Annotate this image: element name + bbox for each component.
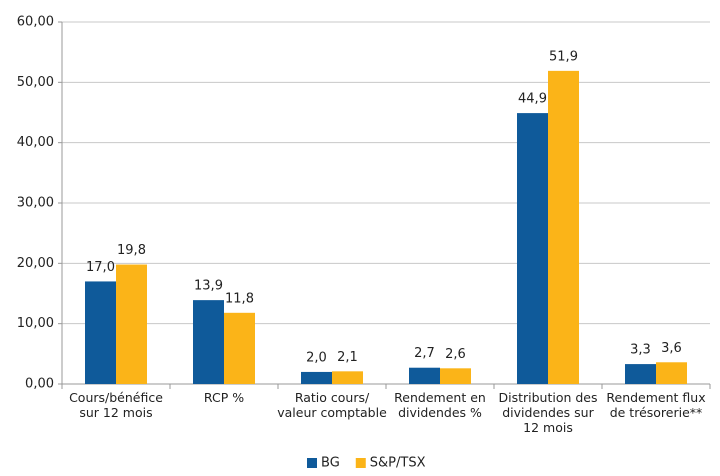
y-tick-label: 60,00 — [17, 15, 54, 30]
value-label: 3,3 — [630, 343, 651, 358]
x-tick-label-line: Distribution des — [498, 390, 597, 405]
legend-label: S&P/TSX — [370, 456, 426, 471]
bar — [625, 364, 656, 384]
x-tick-label-line: sur 12 mois — [79, 405, 152, 420]
value-label: 3,6 — [661, 341, 682, 356]
x-tick-label-line: Cours/bénéfice — [69, 390, 163, 405]
x-tick-label-line: valeur comptable — [277, 405, 387, 420]
value-label: 2,1 — [337, 350, 358, 365]
x-tick-label: Rendement en dividendes % — [394, 390, 486, 420]
value-label: 13,9 — [194, 279, 223, 294]
bar — [517, 113, 548, 384]
y-tick-label: 30,00 — [17, 196, 54, 211]
x-tick-label-line: de trésorerie** — [610, 405, 703, 420]
bar — [409, 367, 440, 384]
bar — [301, 371, 332, 384]
y-tick-label: 20,00 — [17, 256, 54, 271]
bar — [85, 281, 116, 384]
value-label: 2,7 — [414, 346, 435, 361]
x-tick-label: Cours/bénéfice sur 12 mois — [69, 390, 163, 420]
bar — [116, 264, 147, 384]
x-tick-label: Ratio cours/valeur comptable — [277, 390, 387, 420]
y-tick-label: 0,00 — [25, 377, 54, 392]
legend-swatch — [307, 458, 317, 468]
value-label: 2,6 — [445, 347, 466, 362]
x-tick-label-line: Rendement flux — [606, 390, 705, 405]
x-tick-label: Rendement flux de trésorerie** — [606, 390, 705, 420]
x-tick-label-line: 12 mois — [523, 420, 573, 435]
value-label: 17,0 — [86, 260, 115, 275]
y-tick-label: 10,00 — [17, 316, 54, 331]
y-tick-label: 40,00 — [17, 135, 54, 150]
legend-swatch — [355, 458, 366, 468]
x-tick-label: Distribution des dividendes sur 12 mois — [498, 390, 597, 435]
x-tick-label-line: Rendement en — [394, 390, 486, 405]
bar — [193, 300, 224, 384]
x-tick-label-line: dividendes % — [398, 405, 482, 420]
x-tick-label: RCP % — [204, 390, 244, 405]
value-label: 19,8 — [117, 243, 146, 258]
value-label: 51,9 — [549, 49, 578, 64]
bar — [656, 362, 687, 384]
x-tick-label-line: RCP % — [204, 390, 244, 405]
value-label: 11,8 — [225, 291, 254, 306]
y-tick-label: 50,00 — [17, 75, 54, 90]
bar — [440, 368, 471, 384]
x-tick-label-line: dividendes sur — [502, 405, 594, 420]
value-label: 44,9 — [518, 92, 547, 107]
bar — [548, 70, 579, 385]
bar — [332, 371, 363, 384]
legend-label: BG — [321, 456, 340, 471]
value-label: 2,0 — [306, 350, 327, 365]
bar — [224, 312, 255, 384]
x-tick-label-line: Ratio cours/ — [295, 390, 370, 405]
